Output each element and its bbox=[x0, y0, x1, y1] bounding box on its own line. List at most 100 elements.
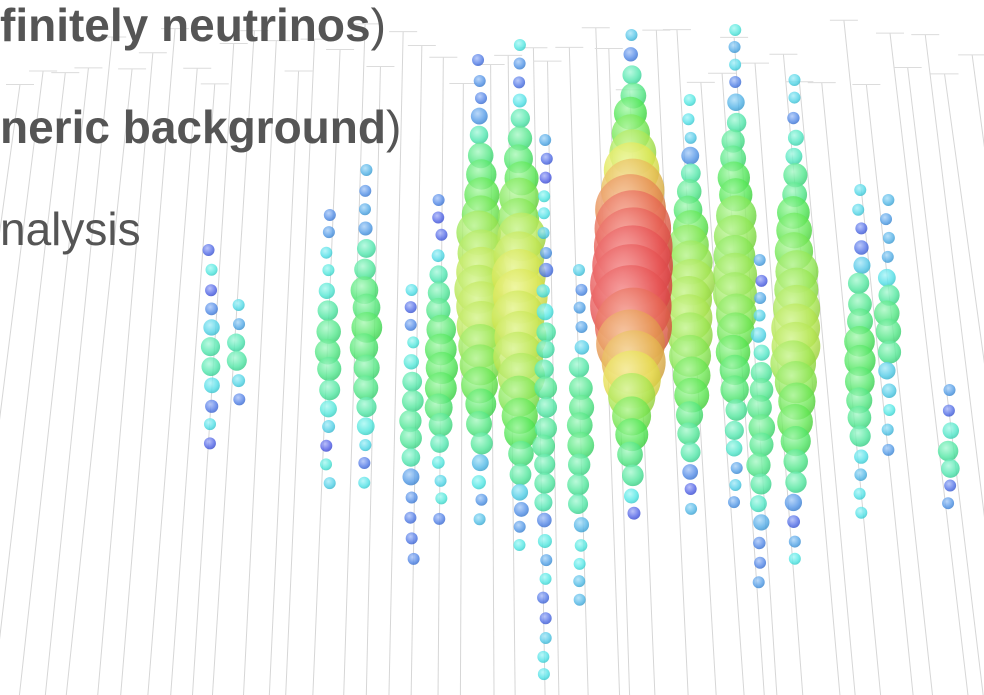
hit bbox=[540, 612, 552, 624]
hit bbox=[232, 374, 245, 387]
hit bbox=[573, 264, 585, 276]
hit bbox=[575, 284, 587, 296]
hit bbox=[729, 59, 741, 71]
hit bbox=[754, 557, 766, 569]
hit bbox=[850, 425, 871, 446]
hit bbox=[203, 319, 219, 335]
hit bbox=[852, 204, 864, 216]
hit bbox=[854, 468, 867, 481]
hit bbox=[513, 94, 527, 108]
hit bbox=[682, 113, 694, 125]
hit bbox=[324, 477, 336, 489]
hit bbox=[624, 489, 639, 504]
hit bbox=[471, 108, 488, 125]
hit bbox=[357, 417, 375, 435]
hit bbox=[406, 284, 418, 296]
hit bbox=[729, 76, 741, 88]
hit bbox=[785, 494, 802, 511]
hit bbox=[514, 502, 529, 517]
hit bbox=[322, 420, 335, 433]
hit bbox=[728, 496, 740, 508]
hit bbox=[788, 92, 800, 104]
hit bbox=[514, 39, 526, 51]
hit bbox=[357, 239, 376, 258]
hit bbox=[731, 462, 743, 474]
hit bbox=[753, 537, 765, 549]
hit bbox=[568, 494, 588, 514]
hit bbox=[472, 475, 486, 489]
hit bbox=[402, 448, 421, 467]
hit bbox=[684, 94, 696, 106]
hit bbox=[882, 251, 894, 263]
hit bbox=[510, 464, 532, 486]
hit bbox=[433, 513, 445, 525]
hit bbox=[475, 494, 487, 506]
hit bbox=[472, 454, 489, 471]
hit bbox=[537, 592, 549, 604]
hit bbox=[617, 442, 643, 468]
hit bbox=[882, 194, 894, 206]
hit bbox=[406, 492, 418, 504]
hit bbox=[471, 432, 493, 454]
hit bbox=[944, 480, 956, 492]
hit bbox=[789, 553, 801, 565]
hit bbox=[576, 321, 588, 333]
hit bbox=[233, 393, 245, 405]
hit bbox=[622, 464, 644, 486]
hit bbox=[944, 384, 956, 396]
hit bbox=[537, 513, 552, 528]
hit bbox=[320, 400, 337, 417]
hit bbox=[573, 575, 585, 587]
hit bbox=[754, 345, 770, 361]
hit bbox=[435, 229, 447, 241]
hit bbox=[474, 513, 486, 525]
hit bbox=[359, 203, 371, 215]
hit bbox=[538, 534, 552, 548]
hit bbox=[754, 292, 766, 304]
hit bbox=[402, 468, 419, 485]
hit bbox=[754, 310, 766, 322]
hit bbox=[404, 512, 416, 524]
hit bbox=[785, 471, 806, 492]
hit bbox=[205, 400, 218, 413]
hit bbox=[356, 397, 376, 417]
hit bbox=[319, 283, 335, 299]
hit bbox=[729, 24, 741, 36]
hit bbox=[432, 249, 445, 262]
hit bbox=[783, 449, 808, 474]
hit bbox=[433, 194, 445, 206]
hit bbox=[726, 440, 743, 457]
hit bbox=[876, 319, 901, 344]
hit bbox=[753, 576, 765, 588]
hit bbox=[538, 207, 550, 219]
hit bbox=[574, 302, 586, 314]
hit bbox=[540, 554, 552, 566]
hit bbox=[854, 488, 866, 500]
hit bbox=[537, 651, 549, 663]
hit bbox=[685, 503, 697, 515]
hit bbox=[324, 209, 336, 221]
hit bbox=[320, 247, 332, 259]
hit bbox=[943, 422, 960, 439]
hit bbox=[883, 404, 895, 416]
hit bbox=[322, 264, 334, 276]
hit bbox=[727, 94, 744, 111]
hit bbox=[575, 539, 588, 552]
hit bbox=[429, 265, 447, 283]
hit bbox=[201, 357, 220, 376]
hit bbox=[942, 497, 954, 509]
hit bbox=[787, 515, 800, 528]
hit bbox=[233, 299, 245, 311]
hit bbox=[785, 148, 802, 165]
hit bbox=[358, 477, 370, 489]
event-display bbox=[0, 0, 984, 695]
hit bbox=[435, 475, 447, 487]
hit bbox=[508, 441, 534, 467]
hit bbox=[685, 132, 697, 144]
hit bbox=[855, 507, 867, 519]
hit bbox=[729, 41, 741, 53]
hit bbox=[938, 441, 959, 462]
hit bbox=[359, 185, 371, 197]
hit bbox=[404, 354, 419, 369]
hit bbox=[750, 474, 771, 495]
